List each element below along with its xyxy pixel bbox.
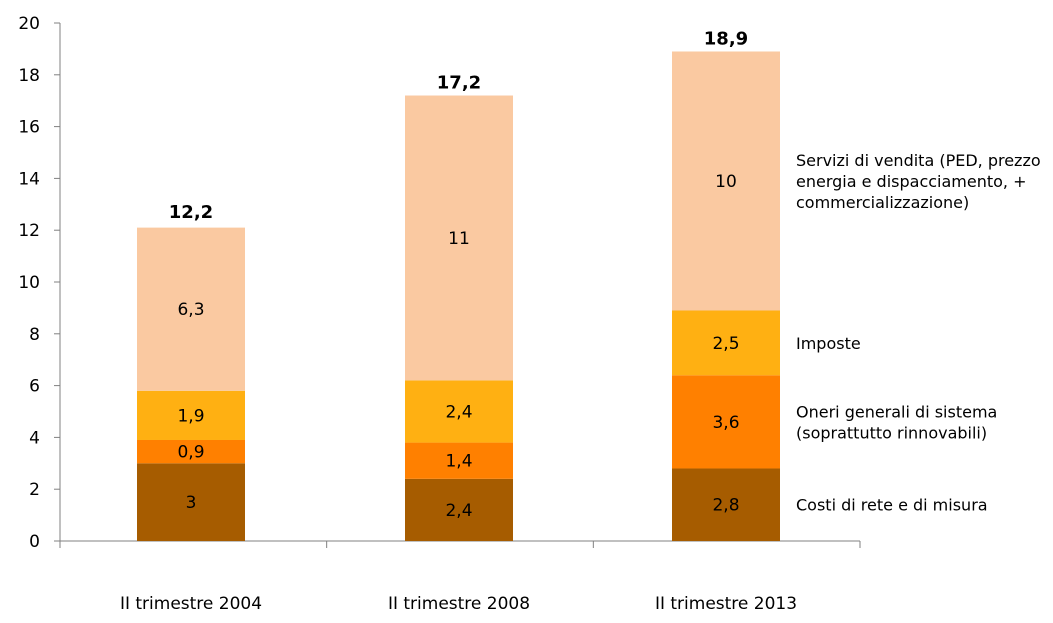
- y-tick-label: 0: [29, 532, 40, 552]
- y-tick-label: 4: [29, 428, 40, 448]
- bar-segment: [137, 390, 245, 440]
- bar-segment-label: 11: [448, 229, 470, 249]
- bar-segment: [137, 463, 245, 541]
- bar-total-label: 18,9: [704, 28, 748, 49]
- bar-segment: [672, 310, 780, 376]
- bar-segment: [405, 442, 513, 479]
- bar-segment-label: 1,4: [445, 452, 472, 472]
- legend-entry-line: Oneri generali di sistema: [796, 402, 997, 421]
- bar-segment: [405, 95, 513, 381]
- y-tick-label: 20: [18, 14, 40, 34]
- bar-segment-label: 10: [715, 172, 737, 192]
- legend-entry-line: energia e dispacciamento, +: [796, 172, 1027, 191]
- y-tick-label: 8: [29, 325, 40, 345]
- legend-entry-line: Imposte: [796, 334, 861, 353]
- bar-segment-label: 2,4: [445, 403, 472, 423]
- bar-segment: [405, 380, 513, 443]
- x-category-label: II trimestre 2004: [120, 594, 262, 614]
- legend-entry: Oneri generali di sistema (soprattutto ri…: [796, 402, 997, 442]
- legend-entry-line: (soprattutto rinnovabili): [796, 423, 987, 442]
- bar-segment: [137, 439, 245, 464]
- bar-segment: [672, 51, 780, 311]
- legend-entry-line: Costi di rete e di misura: [796, 496, 988, 515]
- bar-total-label: 17,2: [437, 73, 481, 94]
- y-tick-label: 10: [18, 273, 40, 293]
- legend-entry-line: commercializzazione): [796, 193, 969, 212]
- bar-segment: [672, 375, 780, 469]
- y-tick-label: 18: [18, 66, 40, 86]
- bar-total-label: 12,2: [169, 202, 213, 223]
- x-category-label: II trimestre 2008: [388, 594, 530, 614]
- legend-entry-line: Servizi di vendita (PED, prezzo: [796, 151, 1041, 170]
- legend-entry: Costi di rete e di misura: [796, 496, 988, 515]
- bars: 3 0,9 1,9 6,3 12,2 2,4 1,4 2,4 11 17,2 2,8 3,6 2,5 10…: [137, 28, 780, 541]
- bar-segment-label: 0,9: [177, 443, 204, 463]
- legend-entry: Servizi di vendita (PED, prezzo energia e…: [796, 151, 1041, 212]
- y-tick-label: 6: [29, 377, 40, 397]
- y-tick-label: 12: [18, 221, 40, 241]
- x-category-label: II trimestre 2013: [655, 594, 797, 614]
- legend-entry: Imposte: [796, 334, 861, 353]
- bar-segment: [137, 227, 245, 391]
- bar-segment-label: 1,9: [177, 406, 204, 426]
- y-tick-label: 14: [18, 169, 40, 189]
- axes: 0 2 4 6 8 10 12 14 16 18 20 II trimestre 2004 II tri…: [18, 14, 861, 614]
- y-tick-label: 2: [29, 480, 40, 500]
- y-tick-label: 16: [18, 118, 40, 138]
- bar-segment-label: 6,3: [177, 300, 204, 320]
- bar-segment-label: 3,6: [712, 413, 739, 433]
- bar-segment-label: 3: [186, 493, 197, 513]
- bar-segment-label: 2,8: [712, 496, 739, 516]
- bar-segment-label: 2,5: [712, 334, 739, 354]
- bar-segment: [672, 468, 780, 541]
- bar-segment-label: 2,4: [445, 501, 472, 521]
- bar-segment: [405, 478, 513, 541]
- legend: Costi di rete e di misura Oneri generali …: [796, 151, 1041, 515]
